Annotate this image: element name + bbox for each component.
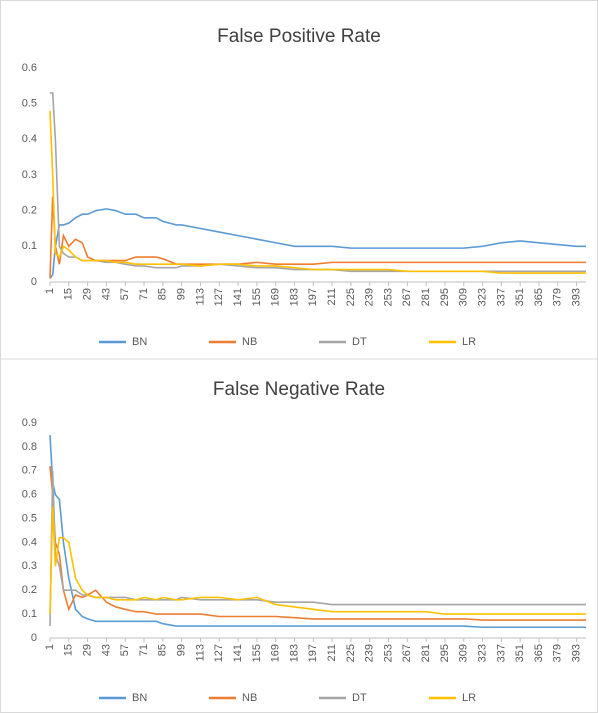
x-tick-label: 197 — [307, 644, 319, 662]
x-tick-label: 43 — [100, 288, 112, 300]
y-tick-label: 0.3 — [22, 169, 37, 181]
x-tick-label: 337 — [495, 644, 507, 662]
x-tick-label: 393 — [571, 288, 583, 306]
x-tick-label: 85 — [157, 644, 169, 656]
x-tick-label: 323 — [476, 288, 488, 306]
y-tick-label: 0 — [31, 276, 37, 288]
series-line — [49, 470, 586, 627]
legend-label: BN — [132, 336, 147, 348]
x-tick-label: 211 — [326, 288, 338, 306]
legend-label: DT — [352, 336, 367, 348]
legend-label: LR — [462, 692, 476, 704]
x-tick-label: 29 — [82, 644, 94, 656]
x-tick-label: 141 — [232, 644, 244, 662]
x-tick-label: 155 — [251, 288, 263, 306]
x-tick-label: 127 — [213, 288, 225, 306]
chart-title: False Positive Rate — [217, 26, 381, 47]
x-tick-label: 225 — [345, 288, 357, 306]
series-line — [49, 208, 586, 279]
x-tick-label: 57 — [119, 644, 131, 656]
y-tick-label: 0.7 — [22, 465, 37, 477]
x-tick-label: 365 — [533, 644, 545, 662]
legend-label: NB — [242, 692, 257, 704]
x-tick-label: 281 — [420, 288, 432, 306]
y-tick-label: 0 — [31, 632, 37, 644]
y-tick-label: 0.1 — [22, 240, 37, 252]
x-tick-label: 169 — [270, 644, 282, 662]
y-tick-label: 0.6 — [22, 62, 37, 74]
x-tick-label: 393 — [571, 644, 583, 662]
x-tick-label: 15 — [63, 644, 75, 656]
series-line — [49, 434, 586, 629]
legend-label: DT — [352, 692, 367, 704]
x-tick-label: 309 — [458, 288, 470, 306]
series-line — [49, 465, 586, 621]
x-tick-label: 309 — [458, 644, 470, 662]
x-tick-label: 281 — [420, 644, 432, 662]
x-tick-label: 225 — [345, 644, 357, 662]
x-tick-label: 71 — [138, 288, 150, 300]
x-tick-label: 43 — [100, 644, 112, 656]
x-tick-label: 1 — [44, 644, 56, 650]
x-tick-label: 1 — [44, 288, 56, 294]
x-tick-label: 85 — [157, 288, 169, 300]
legend-label: LR — [462, 336, 476, 348]
chart-title: False Negative Rate — [213, 379, 385, 400]
x-tick-label: 211 — [326, 644, 338, 662]
x-tick-label: 365 — [533, 288, 545, 306]
x-tick-label: 267 — [401, 288, 413, 306]
x-tick-label: 351 — [514, 644, 526, 662]
legend-label: NB — [242, 336, 257, 348]
x-tick-label: 141 — [232, 288, 244, 306]
y-tick-label: 0.5 — [22, 98, 37, 110]
y-tick-label: 0.5 — [22, 512, 37, 524]
y-tick-label: 0.4 — [22, 133, 37, 145]
x-tick-label: 197 — [307, 288, 319, 306]
y-tick-label: 0.8 — [22, 441, 37, 453]
x-tick-label: 253 — [382, 288, 394, 306]
x-tick-label: 183 — [288, 644, 300, 662]
x-tick-label: 239 — [364, 644, 376, 662]
x-tick-label: 379 — [552, 644, 564, 662]
x-tick-label: 29 — [82, 288, 94, 300]
x-tick-label: 267 — [401, 644, 413, 662]
y-tick-label: 0.6 — [22, 489, 37, 501]
y-tick-label: 0.4 — [22, 536, 37, 548]
y-tick-label: 0.2 — [22, 205, 37, 217]
x-tick-label: 99 — [176, 288, 188, 300]
x-tick-label: 155 — [251, 644, 263, 662]
legend-label: BN — [132, 692, 147, 704]
x-tick-label: 295 — [439, 644, 451, 662]
x-tick-label: 239 — [364, 288, 376, 306]
x-tick-label: 127 — [213, 644, 225, 662]
x-tick-label: 323 — [476, 644, 488, 662]
x-tick-label: 337 — [495, 288, 507, 306]
x-tick-label: 253 — [382, 644, 394, 662]
y-tick-label: 0.2 — [22, 584, 37, 596]
series-line — [49, 110, 586, 274]
x-tick-label: 71 — [138, 644, 150, 656]
x-tick-label: 379 — [552, 288, 564, 306]
x-tick-label: 169 — [270, 288, 282, 306]
x-tick-label: 295 — [439, 288, 451, 306]
y-tick-label: 0.3 — [22, 560, 37, 572]
x-tick-label: 183 — [288, 288, 300, 306]
y-tick-label: 0.9 — [22, 417, 37, 429]
x-tick-label: 57 — [119, 288, 131, 300]
x-tick-label: 99 — [176, 644, 188, 656]
y-tick-label: 0.1 — [22, 608, 37, 620]
x-tick-label: 113 — [194, 288, 206, 306]
x-tick-label: 15 — [63, 288, 75, 300]
x-tick-label: 113 — [194, 644, 206, 662]
x-tick-label: 351 — [514, 288, 526, 306]
series-line — [49, 506, 586, 615]
